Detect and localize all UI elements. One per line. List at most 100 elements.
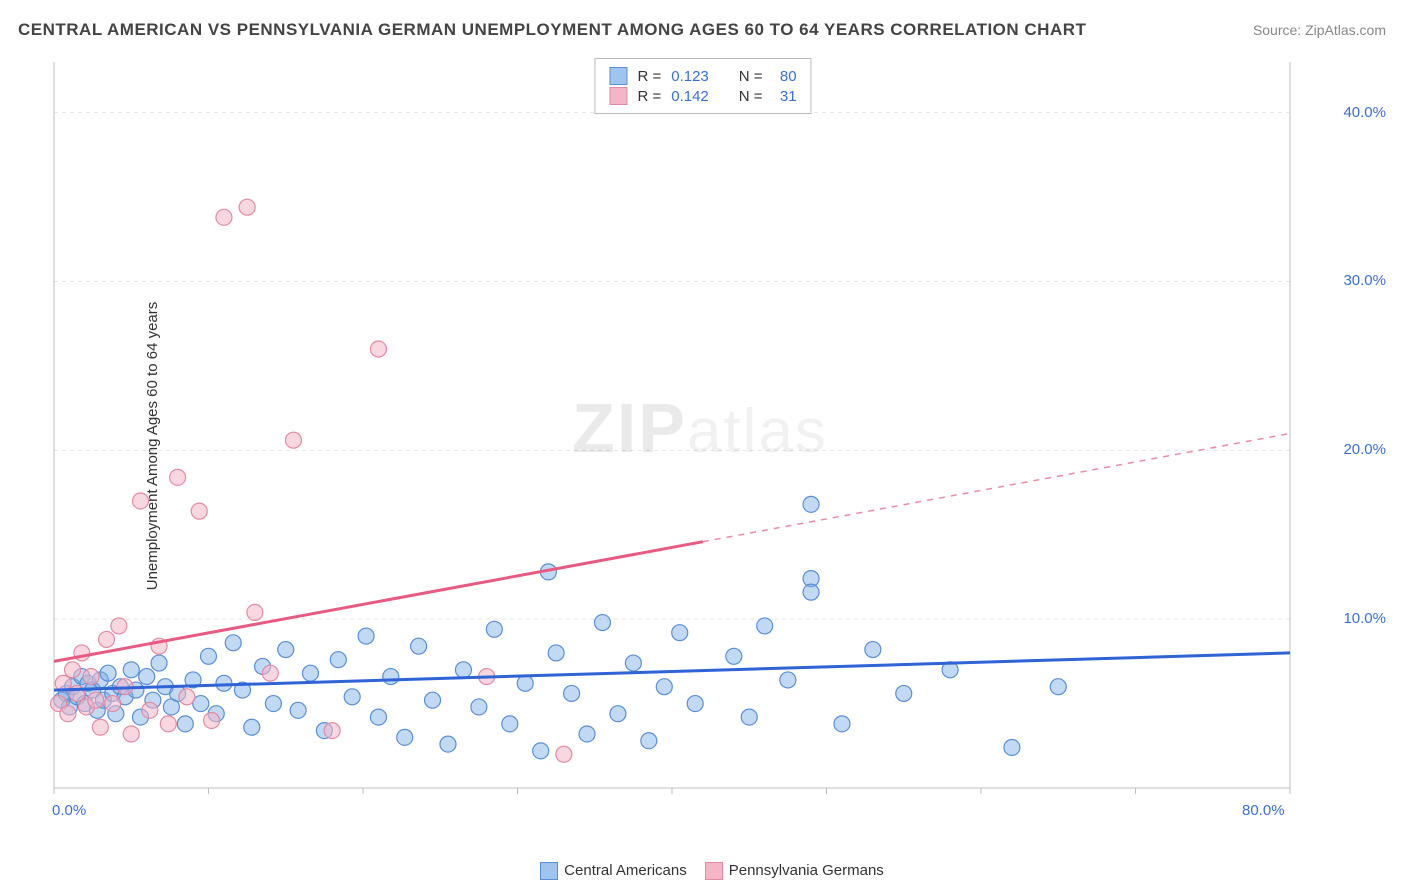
scatter-point	[201, 648, 217, 664]
legend-r-label: R =	[637, 88, 661, 105]
scatter-point	[780, 672, 796, 688]
legend-r-value: 0.142	[671, 88, 709, 105]
scatter-point	[486, 621, 502, 637]
scatter-point	[83, 669, 99, 685]
y-tick-label: 40.0%	[1343, 104, 1386, 121]
legend-n-label: N =	[739, 68, 763, 85]
scatter-point	[556, 746, 572, 762]
legend-series-label: Central Americans	[564, 862, 687, 879]
scatter-point	[865, 642, 881, 658]
scatter-point	[564, 685, 580, 701]
scatter-point	[610, 706, 626, 722]
scatter-point	[641, 733, 657, 749]
scatter-point	[687, 696, 703, 712]
scatter-point	[548, 645, 564, 661]
scatter-point	[726, 648, 742, 664]
scatter-point	[247, 604, 263, 620]
y-tick-label: 20.0%	[1343, 441, 1386, 458]
scatter-point	[88, 692, 104, 708]
scatter-point	[625, 655, 641, 671]
legend-r-label: R =	[637, 68, 661, 85]
scatter-point	[105, 696, 121, 712]
scatter-point	[397, 729, 413, 745]
scatter-point	[239, 199, 255, 215]
scatter-point	[179, 689, 195, 705]
legend-swatch	[540, 862, 558, 880]
scatter-point	[803, 496, 819, 512]
scatter-point	[594, 615, 610, 631]
scatter-point	[100, 665, 116, 681]
scatter-point	[278, 642, 294, 658]
scatter-point	[455, 662, 471, 678]
scatter-point	[265, 696, 281, 712]
scatter-point	[290, 702, 306, 718]
scatter-point	[216, 209, 232, 225]
scatter-point	[92, 719, 108, 735]
scatter-point	[517, 675, 533, 691]
scatter-point	[111, 618, 127, 634]
scatter-point	[191, 503, 207, 519]
legend-swatch	[609, 87, 627, 105]
scatter-point	[471, 699, 487, 715]
scatter-point	[741, 709, 757, 725]
correlation-legend-row: R = 0.123 N = 80	[609, 67, 796, 85]
trend-line	[54, 542, 703, 662]
scatter-point	[383, 669, 399, 685]
scatter-point	[142, 702, 158, 718]
correlation-legend-row: R = 0.142 N = 31	[609, 87, 796, 105]
legend-swatch	[609, 67, 627, 85]
correlation-legend: R = 0.123 N = 80 R = 0.142 N = 31	[594, 58, 811, 114]
scatter-point	[411, 638, 427, 654]
x-tick-label: 0.0%	[52, 802, 86, 819]
scatter-point	[262, 665, 278, 681]
chart-title: CENTRAL AMERICAN VS PENNSYLVANIA GERMAN …	[18, 20, 1086, 40]
trend-line-extrap	[703, 433, 1290, 541]
legend-series-label: Pennsylvania Germans	[729, 862, 884, 879]
legend-n-label: N =	[739, 88, 763, 105]
series-legend: Central Americans Pennsylvania Germans	[0, 862, 1406, 880]
scatter-point	[533, 743, 549, 759]
scatter-point	[60, 706, 76, 722]
scatter-point	[99, 631, 115, 647]
chart-plot-area: ZIPatlas	[50, 58, 1350, 828]
scatter-point	[425, 692, 441, 708]
scatter-point	[834, 716, 850, 732]
scatter-point	[225, 635, 241, 651]
scatter-point	[133, 493, 149, 509]
scatter-point	[502, 716, 518, 732]
scatter-point	[358, 628, 374, 644]
scatter-point	[123, 662, 139, 678]
scatter-point	[656, 679, 672, 695]
y-tick-label: 10.0%	[1343, 610, 1386, 627]
scatter-point	[579, 726, 595, 742]
scatter-point	[123, 726, 139, 742]
legend-n-value: 31	[773, 88, 797, 105]
y-tick-label: 30.0%	[1343, 272, 1386, 289]
scatter-point	[170, 469, 186, 485]
scatter-point	[285, 432, 301, 448]
scatter-point	[204, 712, 220, 728]
scatter-point	[1050, 679, 1066, 695]
scatter-point	[302, 665, 318, 681]
scatter-point	[672, 625, 688, 641]
scatter-point	[160, 716, 176, 732]
scatter-point	[65, 662, 81, 678]
scatter-point	[244, 719, 260, 735]
scatter-point	[370, 341, 386, 357]
scatter-point	[370, 709, 386, 725]
source-label: Source: ZipAtlas.com	[1253, 22, 1386, 38]
x-tick-label: 80.0%	[1242, 802, 1285, 819]
legend-r-value: 0.123	[671, 68, 709, 85]
scatter-point	[139, 669, 155, 685]
scatter-point	[151, 655, 167, 671]
scatter-point	[757, 618, 773, 634]
scatter-point	[344, 689, 360, 705]
scatter-point	[177, 716, 193, 732]
scatter-point	[896, 685, 912, 701]
legend-swatch	[705, 862, 723, 880]
scatter-point	[1004, 739, 1020, 755]
scatter-point	[330, 652, 346, 668]
scatter-point	[440, 736, 456, 752]
scatter-point	[803, 584, 819, 600]
legend-n-value: 80	[773, 68, 797, 85]
